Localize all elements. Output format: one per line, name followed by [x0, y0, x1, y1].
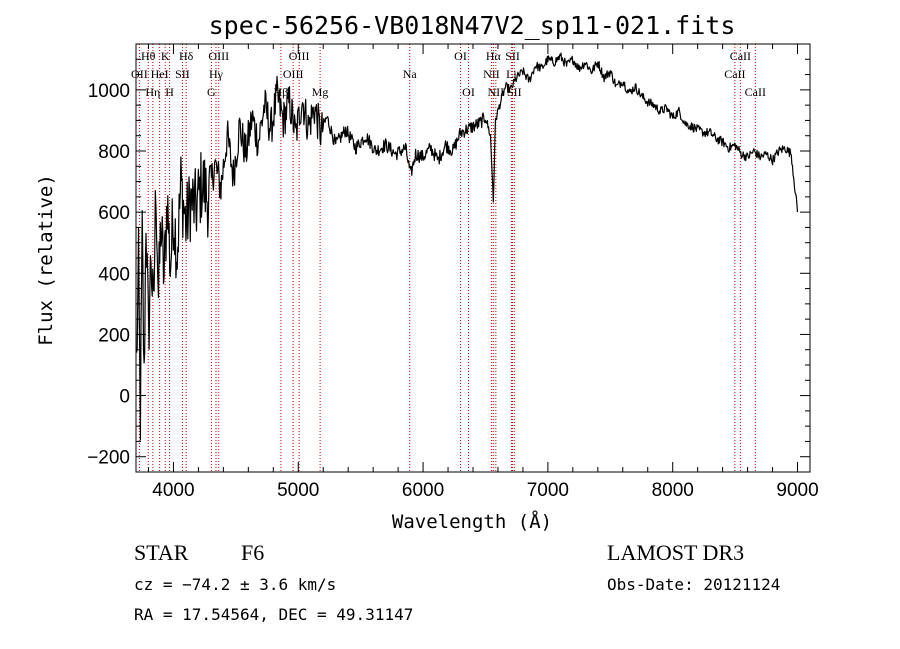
y-tick-label: 1000	[88, 81, 130, 102]
x-tick-label: 7000	[527, 480, 569, 501]
x-tick-label: 9000	[776, 480, 818, 501]
observation-date: Obs-Date: 20121124	[607, 575, 780, 594]
spectral-line-label: Hδ	[179, 49, 194, 63]
spectral-line-label: Mg	[312, 85, 329, 99]
spectral-line-label: Li	[506, 67, 517, 81]
spectral-line-label: SII	[175, 67, 190, 81]
spectral-line-label: OIII	[289, 49, 310, 63]
spectral-line-label: Na	[403, 67, 418, 81]
x-tick-label: 8000	[652, 480, 694, 501]
spectral-line-label: Hγ	[209, 67, 224, 81]
object-class: STAR	[134, 540, 189, 565]
y-tick-label: 200	[98, 325, 130, 346]
spectrum-series	[136, 52, 799, 441]
y-tick-label: 400	[98, 264, 130, 285]
spectral-line-label: Hη	[145, 85, 160, 99]
spectral-line-label: H	[165, 85, 174, 99]
y-tick-label: −200	[87, 448, 130, 469]
chart-title: spec-56256-VB018N47V2_sp11-021.fits	[209, 11, 736, 40]
spectral-line-label: OIII	[283, 67, 304, 81]
x-axis-label: Wavelength (Å)	[392, 510, 552, 533]
spectral-line-label: OII	[131, 67, 148, 81]
y-tick-label: 600	[98, 203, 130, 224]
spectral-line-label: SII	[507, 85, 522, 99]
spectral-line-label: CaII	[730, 49, 751, 63]
spectral-line-label: OIII	[208, 49, 229, 63]
spectral-line-label: G	[207, 85, 216, 99]
x-axis-ticks: 4000 5000 6000 7000 8000 9000	[147, 44, 819, 501]
x-tick-label: 6000	[402, 480, 444, 501]
y-tick-label: 800	[98, 142, 130, 163]
spectral-line-label: OI	[454, 49, 467, 63]
spectral-line-label: HeI	[151, 67, 169, 81]
spectral-line-label: Hα	[486, 49, 502, 63]
spectral-line-label: Hθ	[141, 49, 156, 63]
spectrum-line	[136, 52, 799, 441]
y-axis-label: Flux (relative)	[35, 174, 57, 346]
coordinates: RA = 17.54564, DEC = 49.31147	[134, 605, 413, 624]
object-subclass: F6	[241, 540, 264, 565]
spectral-line-label: SII	[505, 49, 520, 63]
survey-name: LAMOST DR3	[607, 540, 744, 565]
y-tick-label: 0	[119, 387, 130, 408]
x-tick-label: 4000	[152, 480, 194, 501]
spectral-line-label: NII	[483, 67, 500, 81]
y-axis-ticks: −200 0 200 400 600 800 1000	[87, 58, 810, 469]
spectral-line-label: OI	[462, 85, 475, 99]
spectral-line-label: CaII	[745, 85, 766, 99]
spectral-line-label: NII	[488, 85, 505, 99]
x-tick-label: 5000	[277, 480, 319, 501]
spectral-line-label: K	[161, 49, 170, 63]
spectral-line-label: CaII	[724, 67, 745, 81]
redshift-velocity: cz = −74.2 ± 3.6 km/s	[134, 575, 336, 594]
